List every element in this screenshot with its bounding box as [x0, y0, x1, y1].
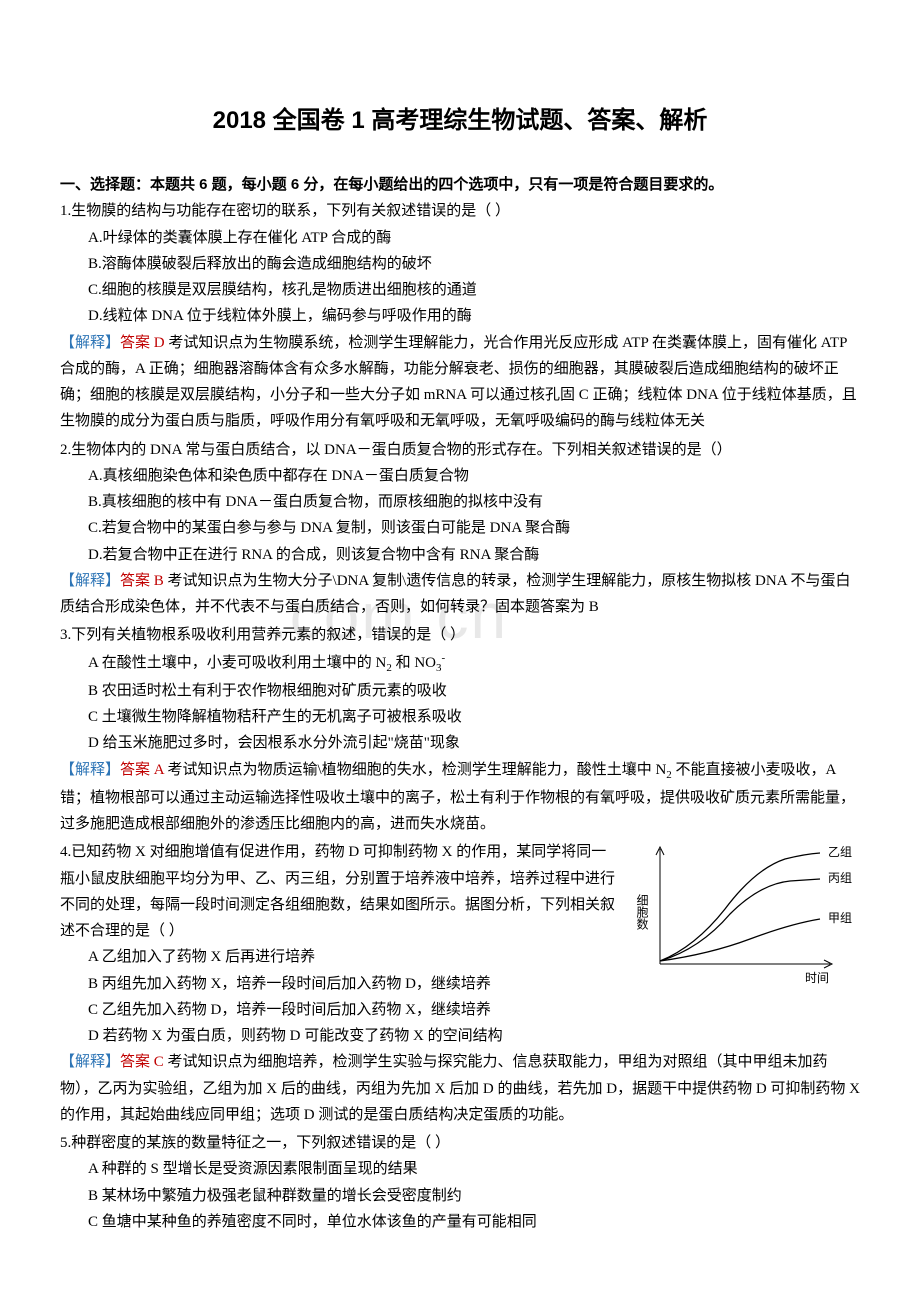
- question-2: 2.生物体内的 DNA 常与蛋白质结合，以 DNA－蛋白质复合物的形式存在。下列…: [60, 437, 860, 621]
- answer-label: 答案 C: [120, 1054, 168, 1070]
- answer-label: 答案 D: [120, 335, 168, 351]
- q3-a-prefix: A 在酸性土壤中，小麦可吸收利用土壤中的 N: [88, 655, 386, 671]
- explain-text-pre: 考试知识点为物质运输\植物细胞的失水，检测学生理解能力，酸性土壤中 N: [168, 762, 667, 778]
- section-header: 一、选择题：本题共 6 题，每小题 6 分，在每小题给出的四个选项中，只有一项是…: [60, 172, 860, 198]
- explain-label: 【解释】: [60, 762, 120, 778]
- chart-svg: 乙组 丙组 甲组 细胞数 时间: [630, 839, 860, 989]
- q2-explanation: 【解释】答案 B 考试知识点为生物大分子\DNA 复制\遗传信息的转录，检测学生…: [60, 568, 860, 621]
- q4-explanation: 【解释】答案 C 考试知识点为细胞培养，检测学生实验与探究能力、信息获取能力，甲…: [60, 1049, 860, 1128]
- q3-option-b: B 农田适时松土有利于农作物根细胞对矿质元素的吸收: [60, 678, 860, 704]
- q3-option-c: C 土壤微生物降解植物秸秆产生的无机离子可被根系吸收: [60, 704, 860, 730]
- q3-explanation: 【解释】答案 A 考试知识点为物质运输\植物细胞的失水，检测学生理解能力，酸性土…: [60, 757, 860, 838]
- question-5: 5.种群密度的某族的数量特征之一，下列叙述错误的是（ ） A 种群的 S 型增长…: [60, 1130, 860, 1235]
- chart-label-bing: 丙组: [828, 871, 852, 885]
- page-title: 2018 全国卷 1 高考理综生物试题、答案、解析: [60, 100, 860, 142]
- q2-option-b: B.真核细胞的核中有 DNA－蛋白质复合物，而原核细胞的拟核中没有: [60, 489, 860, 515]
- answer-label: 答案 B: [120, 573, 168, 589]
- document-content: 2018 全国卷 1 高考理综生物试题、答案、解析 一、选择题：本题共 6 题，…: [60, 100, 860, 1235]
- q3-option-d: D 给玉米施肥过多时，会因根系水分外流引起"烧苗"现象: [60, 730, 860, 756]
- q3-stem: 3.下列有关植物根系吸收利用营养元素的叙述，错误的是（ ）: [60, 622, 860, 648]
- question-3: 3.下列有关植物根系吸收利用营养元素的叙述，错误的是（ ） A 在酸性土壤中，小…: [60, 622, 860, 837]
- q2-stem: 2.生物体内的 DNA 常与蛋白质结合，以 DNA－蛋白质复合物的形式存在。下列…: [60, 437, 860, 463]
- q5-option-a: A 种群的 S 型增长是受资源因素限制面呈现的结果: [60, 1156, 860, 1182]
- q1-option-b: B.溶酶体膜破裂后释放出的酶会造成细胞结构的破坏: [60, 251, 860, 277]
- explain-label: 【解释】: [60, 573, 120, 589]
- q5-stem: 5.种群密度的某族的数量特征之一，下列叙述错误的是（ ）: [60, 1130, 860, 1156]
- question-4: 乙组 丙组 甲组 细胞数 时间 4.已知药物 X 对细胞增值有促进作用，药物 D…: [60, 839, 860, 1128]
- question-1: 1.生物膜的结构与功能存在密切的联系，下列有关叙述错误的是（ ） A.叶绿体的类…: [60, 198, 860, 434]
- q1-option-d: D.线粒体 DNA 位于线粒体外膜上，编码参与呼吸作用的酶: [60, 303, 860, 329]
- q2-option-a: A.真核细胞染色体和染色质中都存在 DNA－蛋白质复合物: [60, 463, 860, 489]
- q1-stem: 1.生物膜的结构与功能存在密切的联系，下列有关叙述错误的是（ ）: [60, 198, 860, 224]
- q5-option-c: C 鱼塘中某种鱼的养殖密度不同时，单位水体该鱼的产量有可能相同: [60, 1209, 860, 1235]
- explain-text: 考试知识点为细胞培养，检测学生实验与探究能力、信息获取能力，甲组为对照组（其中甲…: [60, 1054, 860, 1123]
- q4-chart: 乙组 丙组 甲组 细胞数 时间: [630, 839, 860, 989]
- explain-text: 考试知识点为生物大分子\DNA 复制\遗传信息的转录，检测学生理解能力，原核生物…: [60, 573, 850, 615]
- q1-option-c: C.细胞的核膜是双层膜结构，核孔是物质进出细胞核的通道: [60, 277, 860, 303]
- q1-explanation: 【解释】答案 D 考试知识点为生物膜系统，检测学生理解能力，光合作用光反应形成 …: [60, 330, 860, 435]
- chart-label-yi: 乙组: [828, 845, 852, 859]
- explain-label: 【解释】: [60, 335, 120, 351]
- q2-option-d: D.若复合物中正在进行 RNA 的合成，则该复合物中含有 RNA 聚合酶: [60, 542, 860, 568]
- q3-a-mid: 和 NO: [392, 655, 436, 671]
- chart-ylabel: 细胞数: [635, 894, 649, 931]
- superscript: -: [442, 652, 446, 664]
- explain-label: 【解释】: [60, 1054, 120, 1070]
- q4-option-d: D 若药物 X 为蛋白质，则药物 D 可能改变了药物 X 的空间结构: [60, 1023, 860, 1049]
- q5-option-b: B 某林场中繁殖力极强老鼠种群数量的增长会受密度制约: [60, 1183, 860, 1209]
- explain-text: 考试知识点为生物膜系统，检测学生理解能力，光合作用光反应形成 ATP 在类囊体膜…: [60, 335, 857, 430]
- q2-option-c: C.若复合物中的某蛋白参与参与 DNA 复制，则该蛋白可能是 DNA 聚合酶: [60, 515, 860, 541]
- q3-option-a: A 在酸性土壤中，小麦可吸收利用土壤中的 N2 和 NO3-: [60, 649, 860, 678]
- answer-label: 答案 A: [120, 762, 168, 778]
- q4-option-c: C 乙组先加入药物 D，培养一段时间后加入药物 X，继续培养: [60, 997, 860, 1023]
- chart-xlabel: 时间: [805, 971, 829, 985]
- q1-option-a: A.叶绿体的类囊体膜上存在催化 ATP 合成的酶: [60, 225, 860, 251]
- chart-label-jia: 甲组: [828, 911, 852, 925]
